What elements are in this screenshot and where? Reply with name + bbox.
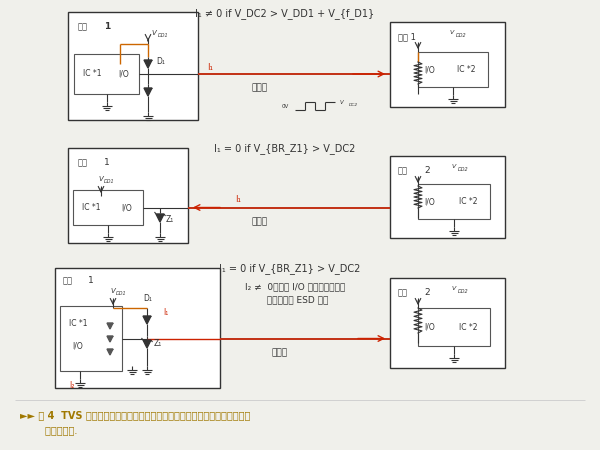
Text: 2: 2 xyxy=(424,166,430,175)
Text: DD2: DD2 xyxy=(458,167,469,172)
Text: I₁: I₁ xyxy=(235,195,241,204)
Text: DD2: DD2 xyxy=(458,289,469,294)
Text: IC *2: IC *2 xyxy=(459,198,477,207)
Text: DD1: DD1 xyxy=(116,291,127,296)
Bar xyxy=(390,22,505,107)
Bar xyxy=(74,54,139,94)
Text: IC *1: IC *1 xyxy=(82,203,100,212)
Text: DD2: DD2 xyxy=(456,33,467,38)
Text: Z₁: Z₁ xyxy=(154,339,162,348)
Text: 1: 1 xyxy=(104,22,110,31)
Text: 模块: 模块 xyxy=(63,276,73,285)
Text: Z₁: Z₁ xyxy=(166,216,174,225)
Bar xyxy=(390,156,505,238)
Bar xyxy=(55,268,220,388)
Bar xyxy=(390,278,505,368)
Text: I₁ = 0 if V_{BR_Z1} > V_DC2: I₁ = 0 if V_{BR_Z1} > V_DC2 xyxy=(220,263,361,274)
Bar xyxy=(68,148,188,243)
Text: 数据线: 数据线 xyxy=(252,217,268,226)
Text: I/O: I/O xyxy=(119,69,130,78)
Bar xyxy=(73,190,143,225)
Text: 的两种选择.: 的两种选择. xyxy=(20,425,77,435)
Text: 模块: 模块 xyxy=(398,166,408,175)
Text: I/O: I/O xyxy=(122,203,133,212)
Text: D₁: D₁ xyxy=(143,294,152,303)
Text: V: V xyxy=(110,288,115,294)
Text: 模块 1: 模块 1 xyxy=(398,32,416,41)
Bar xyxy=(60,306,122,371)
Polygon shape xyxy=(107,349,113,355)
Text: I/O: I/O xyxy=(425,323,436,332)
Text: 2: 2 xyxy=(424,288,430,297)
Polygon shape xyxy=(144,88,152,96)
Text: D₁: D₁ xyxy=(156,58,165,67)
Text: IC *2: IC *2 xyxy=(459,323,477,332)
Polygon shape xyxy=(107,323,113,329)
Bar xyxy=(68,12,198,120)
Text: ►► 图 4  TVS 雷崩和阻塞二极管是消除存在于二极管阵列中反向驱动电流路径: ►► 图 4 TVS 雷崩和阻塞二极管是消除存在于二极管阵列中反向驱动电流路径 xyxy=(20,410,250,420)
Text: V: V xyxy=(151,30,156,36)
Text: I/O: I/O xyxy=(73,342,83,351)
Text: 1: 1 xyxy=(88,276,94,285)
Text: 模块: 模块 xyxy=(78,22,88,31)
Text: IC *1: IC *1 xyxy=(83,69,101,78)
Text: 模块: 模块 xyxy=(78,158,88,167)
Text: DC2: DC2 xyxy=(349,103,358,107)
Text: V: V xyxy=(452,164,456,169)
Polygon shape xyxy=(156,214,164,222)
Text: V: V xyxy=(450,30,454,35)
Text: IC *2: IC *2 xyxy=(457,66,475,75)
Polygon shape xyxy=(144,60,152,68)
Bar xyxy=(418,308,490,346)
Text: V: V xyxy=(98,176,103,182)
Text: IC *1: IC *1 xyxy=(69,320,87,328)
Text: I/O: I/O xyxy=(425,198,436,207)
Text: 二极管阵列 ESD 电路: 二极管阵列 ESD 电路 xyxy=(262,295,329,304)
Text: 模块: 模块 xyxy=(398,288,408,297)
Bar xyxy=(418,184,490,219)
Text: 数据线: 数据线 xyxy=(272,348,288,357)
Polygon shape xyxy=(143,316,151,324)
Text: DD1: DD1 xyxy=(104,179,115,184)
Text: V: V xyxy=(452,286,456,291)
Text: 0V: 0V xyxy=(282,104,289,108)
Polygon shape xyxy=(107,336,113,342)
Text: 1: 1 xyxy=(104,158,110,167)
Bar xyxy=(418,52,488,87)
Text: I/O: I/O xyxy=(425,66,436,75)
Text: I₁ ≠ 0 if V_DC2 > V_DD1 + V_{f_D1}: I₁ ≠ 0 if V_DC2 > V_DD1 + V_{f_D1} xyxy=(196,8,374,19)
Text: I₂: I₂ xyxy=(70,382,74,391)
Text: I₁: I₁ xyxy=(163,308,168,317)
Text: I₂ ≠  0，如果 I/O 引脚有一个内部: I₂ ≠ 0，如果 I/O 引脚有一个内部 xyxy=(245,282,345,291)
Polygon shape xyxy=(143,340,151,348)
Text: V: V xyxy=(340,99,344,104)
Text: I₁ = 0 if V_{BR_Z1} > V_DC2: I₁ = 0 if V_{BR_Z1} > V_DC2 xyxy=(214,143,356,154)
Text: I₁: I₁ xyxy=(207,63,213,72)
Text: 数据线: 数据线 xyxy=(252,84,268,93)
Text: DD1: DD1 xyxy=(158,33,169,38)
